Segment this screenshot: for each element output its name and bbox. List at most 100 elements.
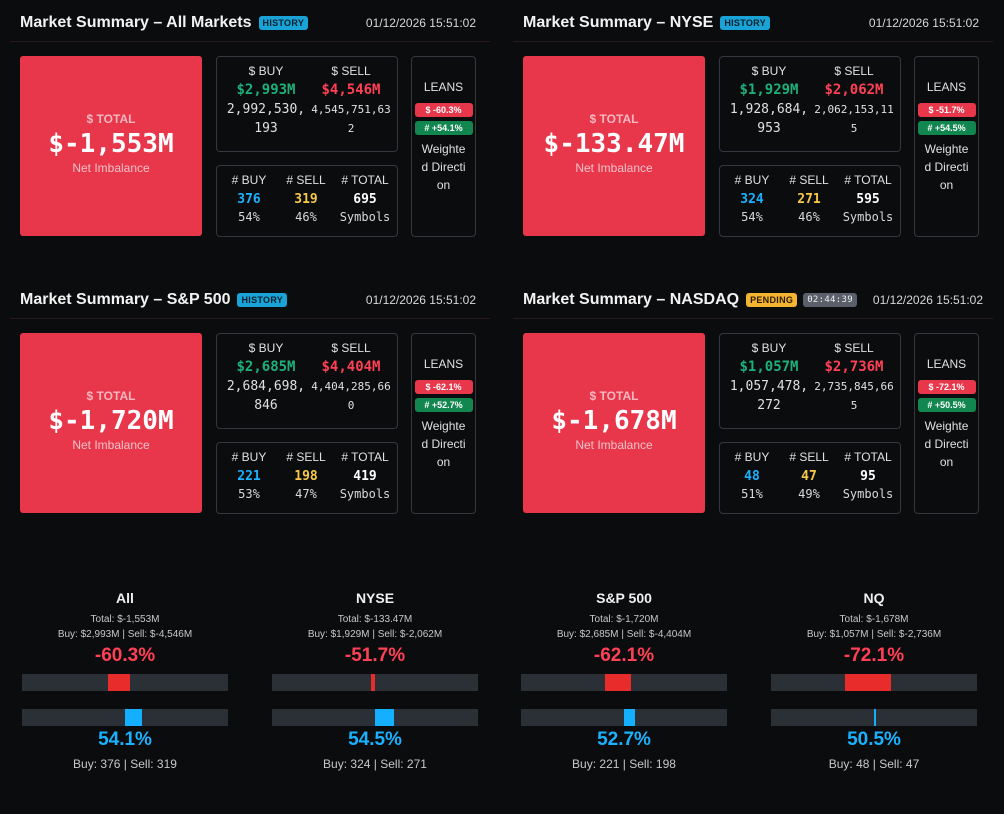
dollar-imbalance-fill	[108, 674, 130, 691]
mini-summary-sp500: S&P 500 Total: $-1,720M Buy: $2,685M | S…	[521, 590, 727, 771]
panel-all-markets: Market Summary – All Markets HISTORY 01/…	[10, 0, 490, 240]
count-sell-column: # SELL 319 46%	[280, 173, 332, 224]
mini-divider: |	[123, 757, 127, 771]
panel-title-text: Market Summary – S&P 500	[20, 291, 231, 308]
count-card: # BUY 48 51% # SELL 47 49% # TOTAL 95 Sy…	[719, 442, 901, 514]
dollar-imbalance-bar	[272, 674, 478, 691]
panel-title: Market Summary – S&P 500 HISTORY	[20, 291, 288, 309]
panel-title: Market Summary – All Markets HISTORY	[20, 14, 309, 32]
history-badge[interactable]: HISTORY	[258, 16, 309, 30]
total-label: $ TOTAL	[86, 112, 136, 126]
count-total-value: 95	[860, 469, 876, 484]
total-label: $ TOTAL	[589, 112, 639, 126]
panel-title: Market Summary – NASDAQ PENDING 02:44:39	[523, 291, 857, 309]
count-imbalance-fill	[624, 709, 636, 726]
count-imbalance-bar	[771, 709, 977, 726]
count-buy-value: 376	[237, 192, 261, 207]
count-imbalance-bar	[521, 709, 727, 726]
count-buy-pct: 53%	[238, 487, 260, 501]
panel-sp500: Market Summary – S&P 500 HISTORY 01/12/2…	[10, 277, 490, 517]
dollar-sell-value: $4,546M	[321, 82, 381, 98]
leans-description: Weighted Direction	[421, 419, 466, 469]
dollar-sell-raw: 2,735,845,665	[814, 380, 894, 412]
panel-header: Market Summary – NASDAQ PENDING 02:44:39…	[513, 277, 993, 319]
dollar-buy-raw: 1,928,684,953	[729, 102, 809, 136]
count-sell-value: 47	[801, 469, 817, 484]
panel-header: Market Summary – NYSE HISTORY 01/12/2026…	[513, 0, 993, 42]
panel-header: Market Summary – S&P 500 HISTORY 01/12/2…	[10, 277, 490, 319]
mini-buy-sell: Buy: $2,685M | Sell: $-4,404M	[521, 629, 727, 640]
leans-count-pill: # +54.5%	[917, 121, 976, 135]
leans-description: Weighted Direction	[924, 142, 969, 192]
count-imbalance-fill	[125, 709, 143, 726]
dollar-imbalance-bar	[22, 674, 228, 691]
dollar-sell-raw: 2,062,153,115	[814, 103, 894, 135]
dollar-sell-label: $ SELL	[834, 64, 874, 78]
leans-card: LEANS $ -72.1% # +50.5% Weighted Directi…	[914, 333, 979, 514]
mini-buy: Buy: $1,929M	[307, 629, 370, 640]
panel-header: Market Summary – All Markets HISTORY 01/…	[10, 0, 490, 42]
dollar-buy-label: $ BUY	[751, 64, 787, 78]
count-total-label: # TOTAL	[341, 450, 389, 464]
dollar-buy-column: $ BUY $1,929M 1,928,684,953	[728, 64, 810, 138]
history-badge[interactable]: HISTORY	[720, 16, 770, 30]
panel-nyse: Market Summary – NYSE HISTORY 01/12/2026…	[513, 0, 993, 240]
count-sell-label: # SELL	[286, 450, 326, 464]
mini-buy-count: Buy: 376	[73, 757, 121, 771]
net-imbalance-box: $ TOTAL $-133.47M Net Imbalance	[523, 56, 705, 236]
dollar-sell-value: $2,062M	[824, 82, 884, 98]
mini-buy: Buy: $1,057M	[806, 629, 869, 640]
dollar-card: $ BUY $1,929M 1,928,684,953 $ SELL $2,06…	[719, 56, 901, 152]
mini-buy-count: Buy: 48	[828, 757, 870, 771]
count-imbalance-bar	[272, 709, 478, 726]
count-buy-pct: 51%	[741, 487, 763, 501]
leans-count-pill: # +50.5%	[917, 398, 976, 412]
count-sell-value: 319	[294, 192, 318, 207]
count-buy-value: 324	[740, 192, 764, 207]
mini-divider: |	[871, 629, 874, 640]
leans-dollar-pill: $ -60.3%	[414, 103, 473, 117]
net-imbalance-box: $ TOTAL $-1,720M Net Imbalance	[20, 333, 202, 513]
mini-summary-nq: NQ Total: $-1,678M Buy: $1,057M | Sell: …	[771, 590, 977, 771]
total-value: $-1,678M	[551, 406, 677, 436]
mini-buy: Buy: $2,685M	[556, 629, 619, 640]
count-total-value: 419	[353, 469, 377, 484]
mini-sell-count: Sell: 47	[879, 757, 920, 771]
count-buy-column: # BUY 221 53%	[223, 450, 275, 501]
dollar-sell-column: $ SELL $2,062M 2,062,153,115	[812, 64, 896, 138]
count-sell-pct: 49%	[798, 487, 820, 501]
dollar-buy-raw: 2,684,698,846	[226, 379, 306, 413]
count-card: # BUY 324 54% # SELL 271 46% # TOTAL 595…	[719, 165, 901, 237]
count-buy-column: # BUY 48 51%	[726, 450, 778, 501]
leans-title: LEANS	[926, 357, 967, 371]
dollar-sell-label: $ SELL	[331, 64, 371, 78]
mini-buy-sell: Buy: $1,057M | Sell: $-2,736M	[771, 629, 977, 640]
count-total-column: # TOTAL 95 Symbols	[840, 450, 896, 501]
count-total-column: # TOTAL 419 Symbols	[337, 450, 393, 501]
mini-buy-count: Buy: 221	[572, 757, 620, 771]
panel-title: Market Summary – NYSE HISTORY	[523, 14, 770, 32]
leans-dollar-pill: $ -72.1%	[917, 380, 976, 394]
count-total-column: # TOTAL 595 Symbols	[840, 173, 896, 224]
net-imbalance-box: $ TOTAL $-1,553M Net Imbalance	[20, 56, 202, 236]
mini-counts: Buy: 376 | Sell: 319	[22, 757, 228, 771]
leans-title: LEANS	[926, 80, 967, 94]
mini-title: All	[116, 590, 134, 606]
leans-card: LEANS $ -60.3% # +54.1% Weighted Directi…	[411, 56, 476, 237]
history-badge[interactable]: HISTORY	[237, 293, 288, 307]
count-total-label: # TOTAL	[844, 450, 892, 464]
mini-title: NQ	[863, 590, 885, 606]
count-buy-column: # BUY 324 54%	[726, 173, 778, 224]
count-sell-column: # SELL 271 46%	[783, 173, 835, 224]
dollar-imbalance-bar	[771, 674, 977, 691]
count-imbalance-fill	[874, 709, 877, 726]
mini-total: Total: $-1,553M	[90, 614, 160, 625]
dollar-card: $ BUY $2,993M 2,992,530,193 $ SELL $4,54…	[216, 56, 398, 152]
count-sell-pct: 47%	[295, 487, 317, 501]
dollar-buy-raw: 2,992,530,193	[226, 102, 306, 136]
total-value: $-1,553M	[48, 129, 174, 159]
count-buy-label: # BUY	[734, 173, 770, 187]
total-subtitle: Net Imbalance	[575, 438, 653, 452]
count-sell-pct: 46%	[295, 210, 317, 224]
panel-timestamp: 01/12/2026 15:51:02	[365, 293, 476, 307]
